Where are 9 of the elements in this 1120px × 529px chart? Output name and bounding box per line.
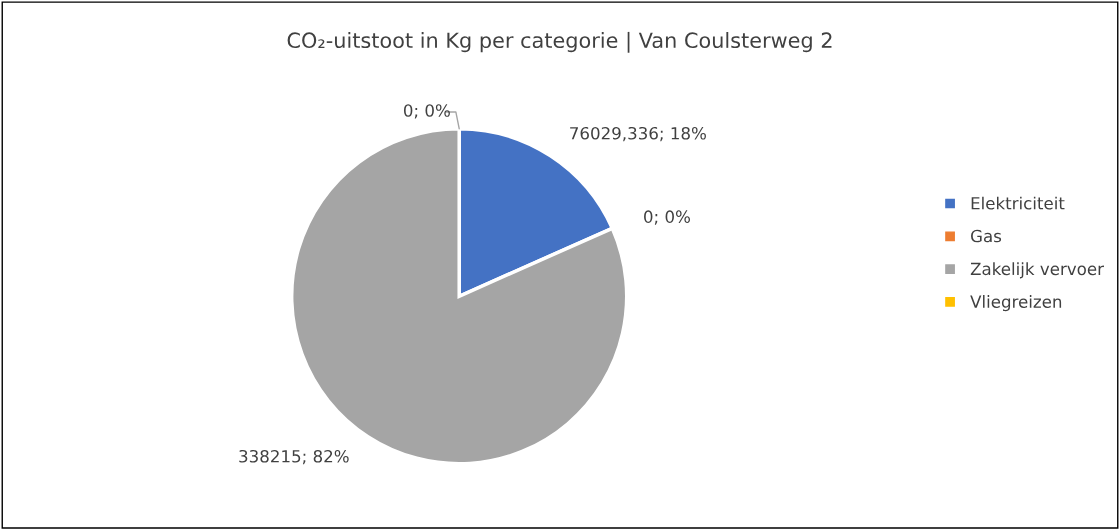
legend-label: Zakelijk vervoer bbox=[970, 262, 1104, 279]
data-label: 338215; 82% bbox=[239, 449, 349, 465]
text: 0; 0% bbox=[644, 210, 690, 225]
data-label: 76029,336; 18% bbox=[570, 126, 706, 142]
text: 0; 0% bbox=[403, 104, 450, 119]
legend-label: Elektriciteit bbox=[971, 196, 1065, 210]
chart-title: CO₂-uitstoot in Kg per categorie | Van Coulsterweg 2 bbox=[287, 31, 832, 53]
legend-label: Gas bbox=[971, 229, 1002, 243]
legend-label: Vliegreizen bbox=[970, 295, 1062, 312]
